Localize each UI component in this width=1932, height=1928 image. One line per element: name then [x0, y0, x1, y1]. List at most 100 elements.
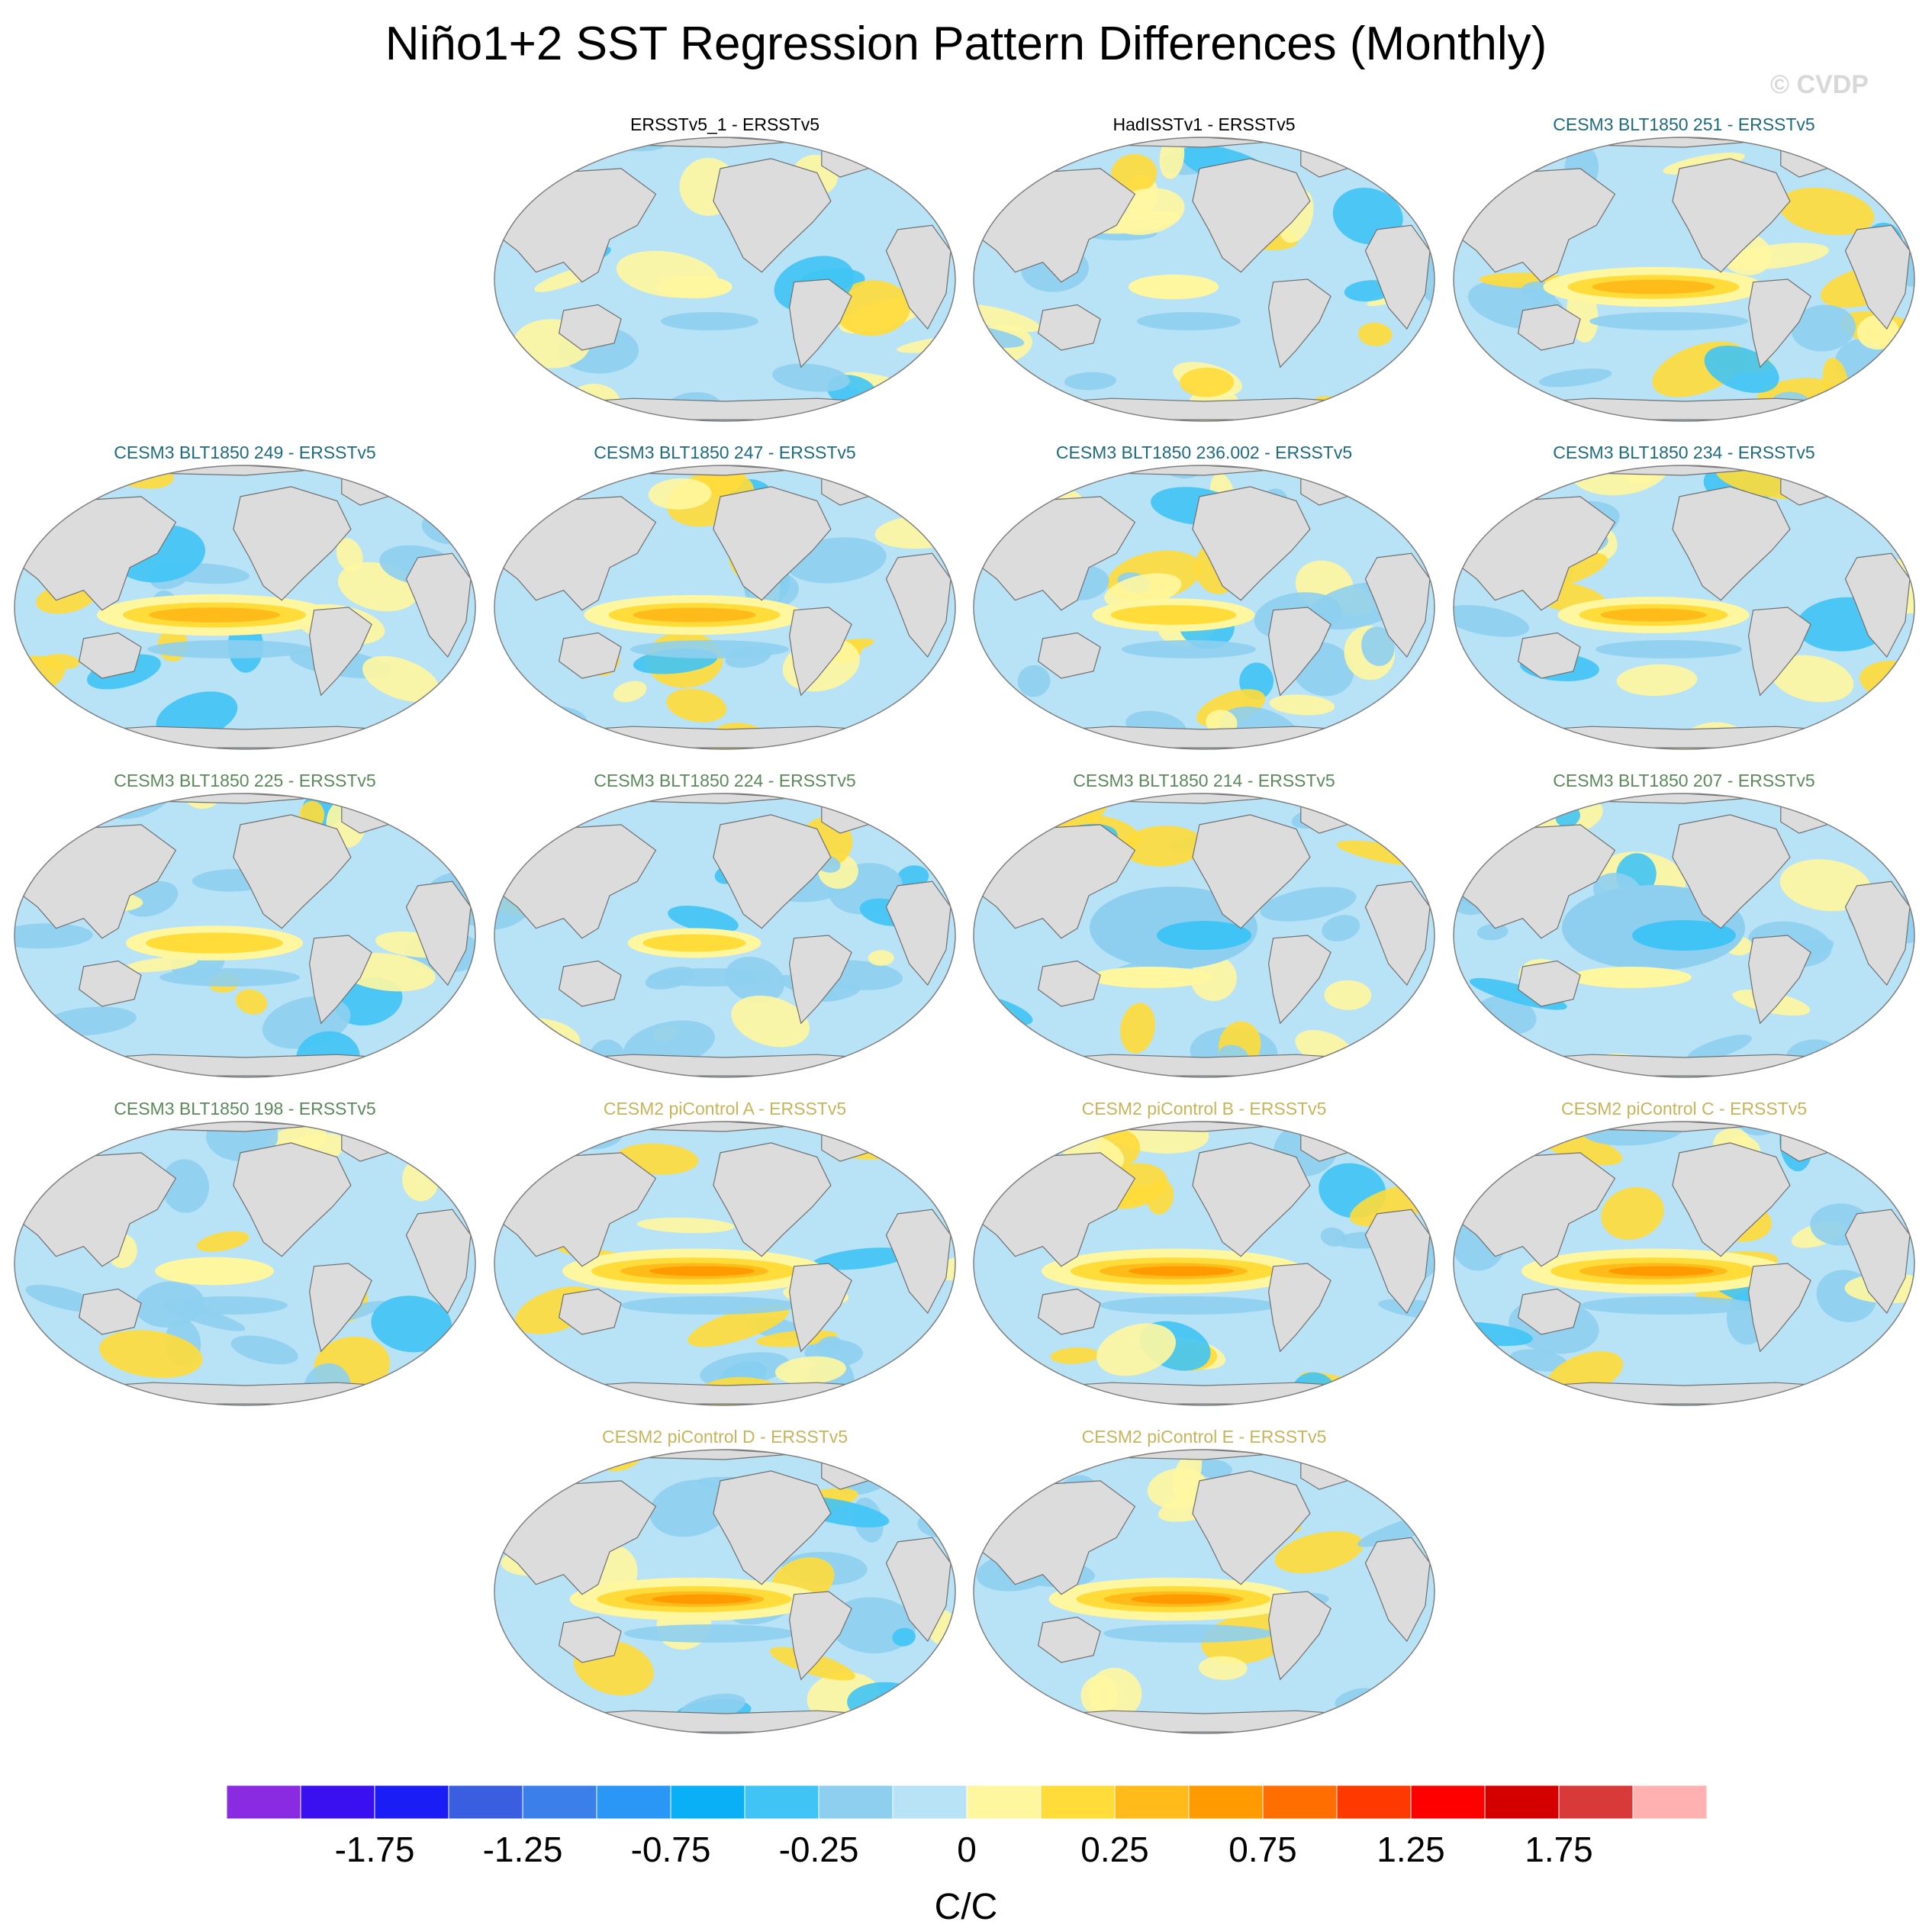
map-panel: CESM3 BLT1850 234 - ERSSTv5 [1451, 443, 1917, 755]
cool-anomaly [700, 1352, 790, 1387]
warm-anomaly [1180, 367, 1235, 398]
land-mass [788, 1591, 852, 1681]
cool-anomaly [1580, 1296, 1757, 1315]
land-mass [977, 168, 1136, 283]
panel-title: CESM3 BLT1850 251 - ERSSTv5 [1553, 114, 1815, 134]
colorbar-tick-label: -1.25 [483, 1830, 563, 1869]
panel-title: CESM3 BLT1850 247 - ERSSTv5 [594, 443, 856, 462]
land-mass [405, 1209, 472, 1315]
warm-anomaly [1120, 1003, 1155, 1054]
cool-anomaly [1454, 1376, 1499, 1405]
land-mass [1747, 1263, 1811, 1353]
equatorial-max [649, 1266, 755, 1276]
warm-anomaly [1570, 967, 1692, 988]
map-border [973, 1121, 1435, 1406]
land-mass [1457, 1152, 1616, 1267]
land-mass [60, 726, 430, 748]
map-border [973, 137, 1435, 422]
land-mass [1364, 880, 1431, 987]
land-mass [540, 1710, 910, 1733]
colorbar-tick-label: 0.25 [1080, 1830, 1149, 1869]
cool-anomaly [1122, 640, 1256, 658]
land-mass [1672, 486, 1791, 601]
land-mass [78, 1288, 142, 1335]
map-border [1453, 465, 1915, 750]
land-mass [1747, 278, 1811, 369]
cool-anomaly [1100, 1296, 1277, 1315]
panel-title: CESM3 BLT1850 236.002 - ERSSTv5 [1055, 443, 1353, 462]
warm-anomaly [1457, 717, 1547, 735]
land-mass [1037, 1288, 1101, 1335]
map-border [494, 465, 956, 750]
land-mass [498, 1480, 657, 1595]
land-mass [977, 1480, 1136, 1595]
land-mass [498, 824, 657, 939]
cool-anomaly [147, 640, 312, 658]
map-svg [494, 465, 956, 750]
map-svg [1453, 1121, 1915, 1406]
map-border [1453, 793, 1915, 1078]
cool-anomaly [1454, 729, 1467, 748]
panel-title: CESM3 BLT1850 207 - ERSSTv5 [1553, 771, 1815, 790]
cool-anomaly [172, 1296, 288, 1315]
panel-title: CESM3 BLT1850 234 - ERSSTv5 [1553, 443, 1815, 462]
cool-anomaly [230, 1335, 298, 1365]
cool-anomaly [1589, 312, 1748, 330]
cool-anomaly [649, 968, 771, 987]
warm-anomaly [1616, 664, 1698, 697]
panel-title: CESM3 BLT1850 249 - ERSSTv5 [114, 443, 376, 462]
land-mass [405, 552, 472, 658]
cool-anomaly [1064, 372, 1116, 391]
warm-anomaly [1601, 1186, 1664, 1240]
cool-anomaly [1687, 1035, 1752, 1062]
map-svg [973, 1121, 1435, 1406]
map-panel: CESM2 piControl D - ERSSTv5 [492, 1427, 958, 1740]
warm-anomaly [412, 1122, 452, 1166]
land-mass [1019, 1054, 1389, 1077]
panel-title: CESM2 piControl D - ERSSTv5 [601, 1427, 848, 1447]
warm-anomaly [687, 1305, 790, 1347]
land-mass [540, 1382, 910, 1405]
land-mass [1037, 960, 1101, 1007]
land-mass [1037, 1616, 1101, 1663]
map-panel: HadISSTv1 - ERSSTv5 [971, 114, 1437, 427]
cool-anomaly [1002, 1365, 1036, 1385]
warm-anomaly [1406, 1668, 1435, 1725]
land-mass [1844, 552, 1911, 658]
warm-anomaly [514, 709, 543, 727]
warm-anomaly [124, 956, 198, 973]
land-mass [558, 1616, 622, 1663]
land-mass [498, 1152, 657, 1267]
cool-anomaly [668, 906, 739, 933]
map-border [494, 137, 956, 422]
cool-anomaly [1322, 915, 1360, 941]
cool-anomaly [497, 468, 523, 504]
land-mass [977, 824, 1136, 939]
map-border [494, 793, 956, 1078]
cool-anomaly [1137, 312, 1241, 330]
colorbar-tick-label: -0.75 [631, 1830, 711, 1869]
warm-anomaly [1851, 1122, 1908, 1167]
warm-anomaly [42, 653, 80, 670]
land-mass [1517, 304, 1581, 351]
cool-anomaly [903, 387, 930, 421]
land-mass [1499, 726, 1869, 748]
map-svg [494, 793, 956, 1078]
warm-anomaly [648, 478, 712, 510]
equatorial-warm-peak [1600, 608, 1707, 622]
land-mass [18, 1152, 177, 1267]
warm-anomaly [868, 950, 894, 966]
map-panel: CESM3 BLT1850 225 - ERSSTv5 [12, 771, 478, 1083]
map-panel: CESM3 BLT1850 198 - ERSSTv5 [12, 1099, 478, 1411]
warm-anomaly [1309, 1450, 1390, 1463]
land-mass [1844, 880, 1911, 987]
land-mass [885, 880, 952, 987]
equatorial-warm-peak [149, 607, 280, 623]
equatorial-warm-peak [1592, 279, 1715, 295]
land-mass [308, 935, 372, 1025]
map-svg [973, 465, 1435, 750]
map-svg [14, 1121, 476, 1406]
land-mass [540, 398, 910, 420]
colorbar-swatch [596, 1785, 671, 1820]
warm-anomaly [1088, 1667, 1142, 1719]
